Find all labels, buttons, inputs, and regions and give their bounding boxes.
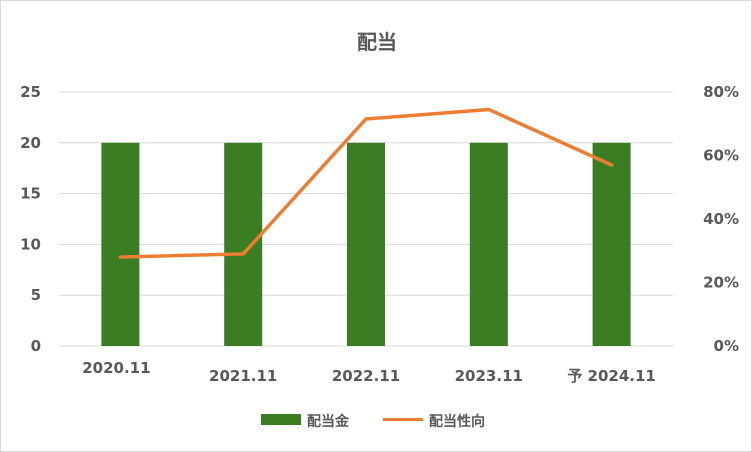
right-tick-label: 60% (703, 147, 739, 165)
left-tick-label: 15 (20, 185, 41, 203)
right-tick-label: 20% (703, 274, 739, 292)
legend-label-line: 配当性向 (429, 413, 485, 430)
category-label: 2023.11 (455, 367, 523, 385)
bar (347, 142, 385, 346)
legend-swatch-bar (261, 414, 301, 425)
left-tick-label: 5 (31, 286, 41, 304)
left-tick-label: 20 (20, 134, 41, 152)
right-axis: 0% 20% 40% 60% 80% (703, 83, 739, 355)
right-tick-label: 40% (703, 210, 739, 228)
legend-label-bar: 配当金 (307, 413, 350, 430)
line-series (118, 107, 614, 259)
left-tick-label: 10 (20, 235, 41, 253)
chart-title: 配当 (357, 30, 397, 54)
category-label: 2022.11 (332, 367, 400, 385)
category-label: 予 2024.11 (567, 367, 656, 385)
category-label: 2021.11 (209, 367, 277, 385)
category-axis: 2020.11 2021.11 2022.11 2023.11 予 2024.11 (82, 359, 656, 385)
bar (592, 142, 631, 346)
right-tick-label: 80% (703, 83, 739, 101)
bar-series (101, 142, 631, 346)
category-label: 2020.11 (82, 359, 150, 377)
right-tick-label: 0% (714, 337, 739, 355)
left-tick-label: 0 (31, 337, 41, 355)
left-tick-label: 25 (20, 83, 41, 101)
bar (224, 142, 263, 346)
line-path (118, 107, 614, 259)
legend: 配当金 配当性向 (261, 413, 485, 430)
bar (101, 142, 140, 346)
bar (469, 142, 508, 346)
left-axis: 0 5 10 15 20 25 (20, 83, 41, 355)
